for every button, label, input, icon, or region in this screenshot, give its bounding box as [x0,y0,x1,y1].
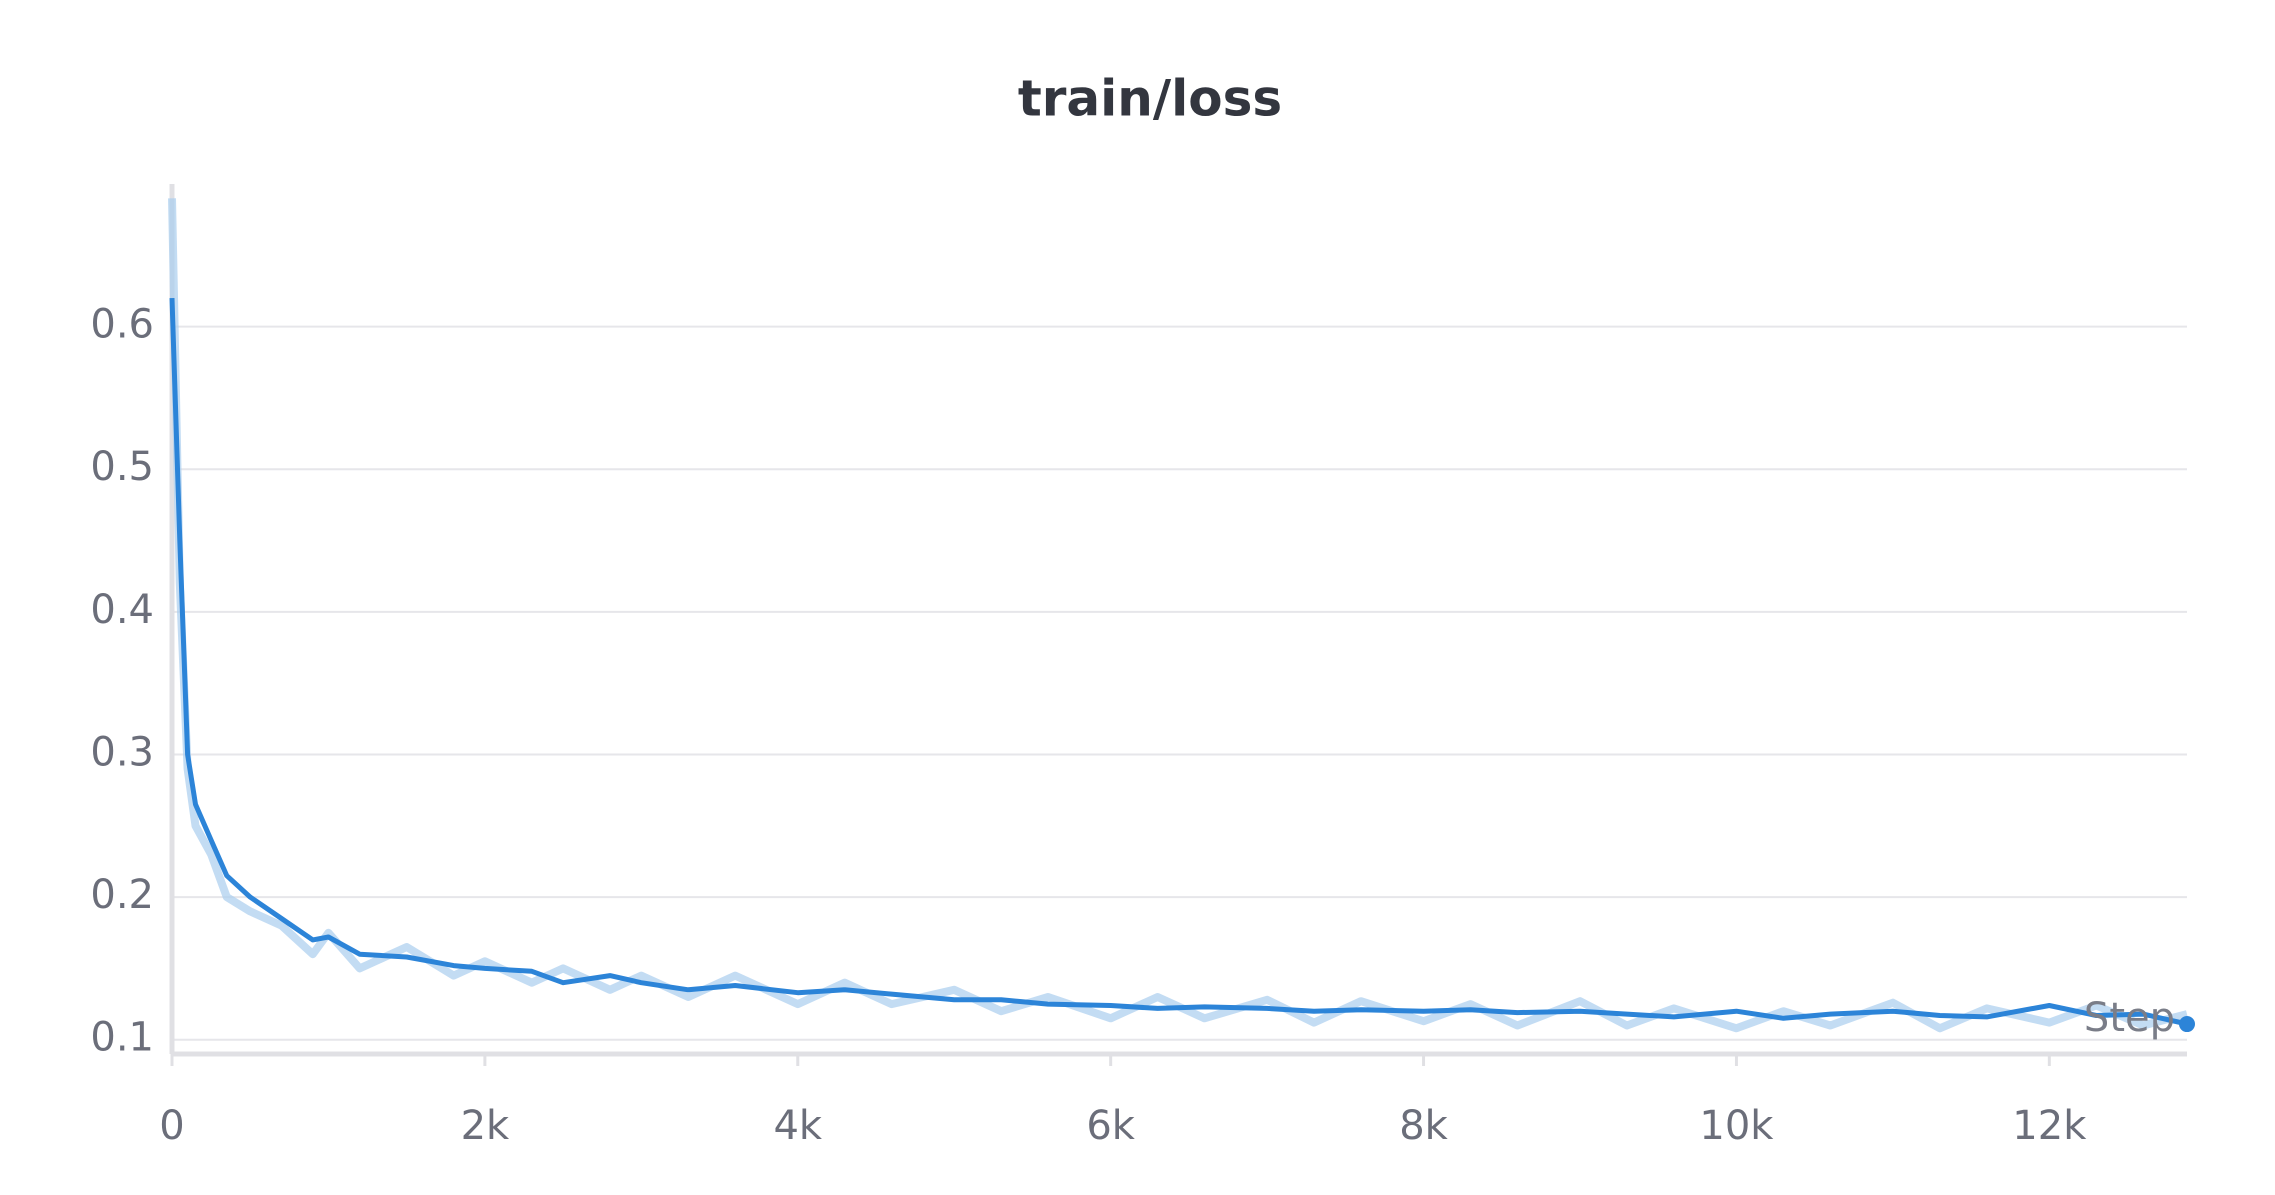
chart-title: train/loss [1018,70,1282,128]
x-tick-label: 0 [159,1103,184,1149]
line [169,298,2188,1027]
y-tick-label: 0.5 [90,444,154,490]
x-tick-label: 6k [1086,1103,1135,1149]
x-tick-label: 4k [773,1103,822,1149]
y-tick-label: 0.1 [90,1015,154,1061]
y-tick-label: 0.4 [90,587,154,633]
x-axis-label: Step [2084,995,2175,1041]
x-tick-label: 8k [1399,1103,1448,1149]
end-point [2179,1016,2195,1033]
x-tick-label: 2k [461,1103,510,1149]
y-tick-label: 0.2 [90,872,154,918]
y-tick-label: 0.6 [90,302,154,348]
x-tick-label: 10k [1699,1103,1774,1149]
line [168,198,2189,1033]
y-tick-label: 0.3 [90,729,154,775]
x-tick-label: 12k [2012,1103,2087,1149]
